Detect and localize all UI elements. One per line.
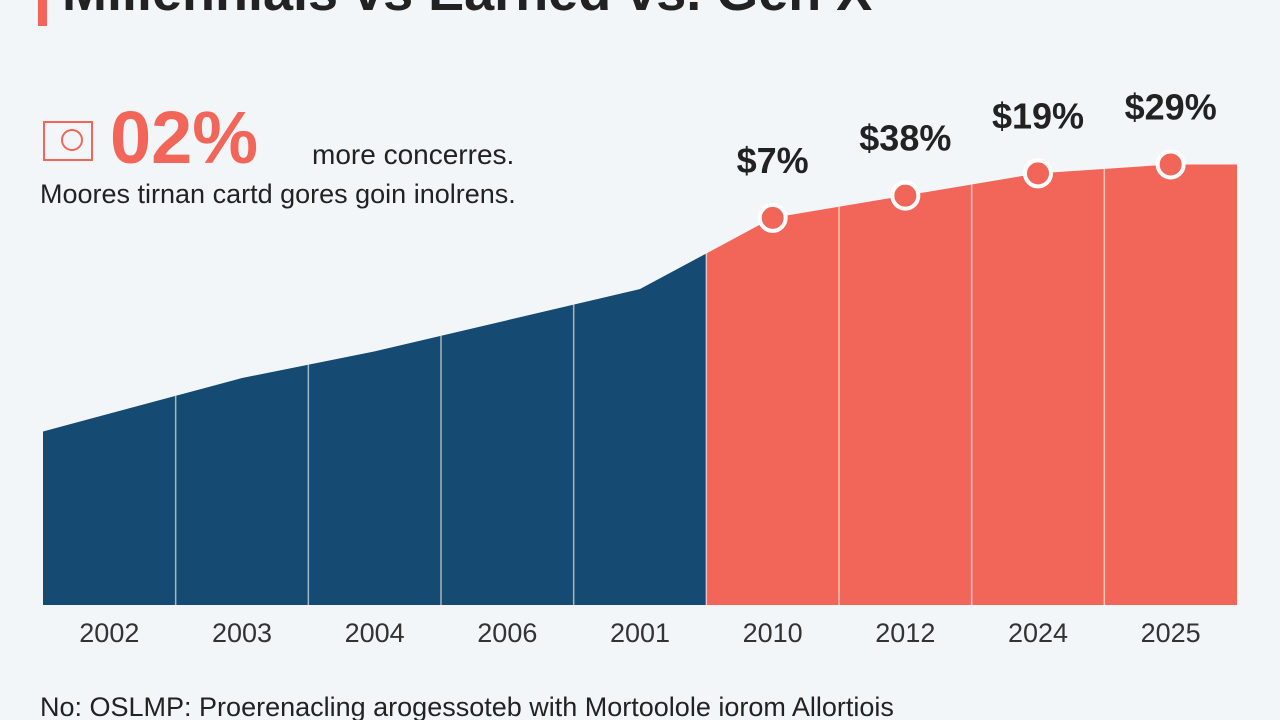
- x-tick-label: 2012: [875, 618, 935, 648]
- title-accent: [38, 0, 47, 26]
- x-tick-label: 2010: [743, 618, 803, 648]
- point: [757, 202, 788, 233]
- x-tick-label: 2004: [345, 618, 405, 648]
- x-tick-label: 2001: [610, 618, 670, 648]
- annotation: $29%: [1125, 86, 1217, 127]
- area: [43, 253, 707, 605]
- icon: [43, 121, 93, 161]
- annotation: $19%: [992, 95, 1084, 136]
- annotation: $7%: [737, 140, 809, 181]
- headline-text: more concerres.: [312, 139, 514, 170]
- point: [890, 180, 921, 211]
- annotation: $38%: [859, 118, 951, 159]
- x-tick-label: 2002: [79, 618, 139, 648]
- x-tick-label: 2003: [212, 618, 272, 648]
- chart-title: Millennials vs Earned vs. Gen X: [62, 0, 872, 22]
- x-tick-label: 2006: [477, 618, 537, 648]
- x-tick-label: 2024: [1008, 618, 1068, 648]
- point: [1023, 158, 1053, 189]
- headline: 02%: [110, 96, 258, 179]
- point: [1155, 149, 1186, 180]
- x-tick-label: 2025: [1141, 618, 1201, 648]
- subtitle: Moores tirnan cartd gores goin inolrens.: [40, 179, 516, 209]
- footnote: No: OSLMP: Proerenacling arogessoteb wit…: [40, 692, 894, 720]
